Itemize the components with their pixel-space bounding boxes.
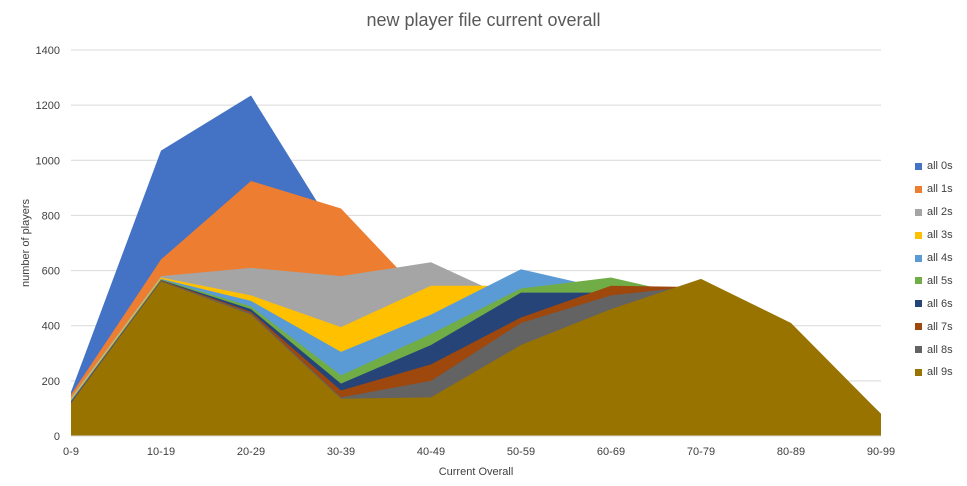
- x-tick-label: 60-69: [597, 446, 625, 458]
- x-tick-label: 10-19: [147, 446, 175, 458]
- y-tick-label: 1200: [36, 100, 60, 112]
- legend-item: all 2s: [915, 201, 953, 224]
- legend-item: all 6s: [915, 292, 953, 315]
- y-tick-label: 200: [42, 376, 60, 388]
- legend-item: all 4s: [915, 247, 953, 270]
- x-tick-label: 20-29: [237, 446, 265, 458]
- legend-label: all 4s: [927, 252, 953, 264]
- legend-item: all 0s: [915, 155, 953, 178]
- series-areas: [71, 95, 881, 436]
- legend-item: all 8s: [915, 338, 953, 361]
- y-tick-label: 0: [54, 431, 60, 443]
- legend-item: all 1s: [915, 178, 953, 201]
- legend: all 0s all 1s all 2s all 3s all 4s all 5s all …: [915, 155, 953, 384]
- legend-swatch: [915, 300, 922, 308]
- y-tick-label: 1000: [36, 155, 60, 167]
- x-tick-label: 90-99: [867, 446, 895, 458]
- chart-title: new player file current overall: [366, 10, 601, 30]
- legend-swatch: [915, 368, 922, 376]
- legend-swatch: [915, 231, 922, 239]
- x-tick-label: 80-89: [777, 446, 805, 458]
- x-tick-label: 30-39: [327, 446, 355, 458]
- legend-swatch: [915, 254, 922, 262]
- x-tick-label: 50-59: [507, 446, 535, 458]
- legend-label: all 0s: [927, 160, 953, 173]
- y-tick-label: 800: [42, 210, 60, 222]
- legend-swatch: [915, 208, 922, 216]
- legend-swatch: [915, 277, 922, 285]
- y-tick-label: 1400: [36, 45, 60, 57]
- x-axis-title: Current Overall: [439, 466, 514, 478]
- x-tick-label: 0-9: [63, 446, 79, 458]
- y-axis-title: number of players: [20, 198, 32, 287]
- legend-swatch: [915, 323, 922, 331]
- legend-label: all 1s: [927, 183, 953, 196]
- legend-label: all 6s: [927, 297, 953, 310]
- legend-item: all 5s: [915, 269, 953, 292]
- legend-label: all 3s: [927, 229, 953, 242]
- legend-label: all 7s: [927, 320, 953, 333]
- legend-swatch: [915, 162, 922, 170]
- axes: 0 200 400 600 800 1000 1200 1400 0-9 10-19 20-29 30…: [36, 45, 896, 458]
- x-tick-label: 70-79: [687, 446, 715, 458]
- legend-label: all 8s: [927, 343, 953, 356]
- x-tick-label: 40-49: [417, 446, 445, 458]
- legend-label: all 9s: [927, 366, 953, 379]
- legend-item: all 9s: [915, 361, 953, 384]
- legend-item: all 3s: [915, 224, 953, 247]
- y-tick-label: 600: [42, 266, 60, 278]
- legend-label: all 5s: [927, 274, 953, 287]
- legend-label: all 2s: [927, 206, 953, 219]
- y-tick-label: 400: [42, 321, 60, 333]
- legend-swatch: [915, 185, 922, 193]
- legend-swatch: [915, 346, 922, 354]
- series-area-all-9s: [71, 278, 881, 436]
- legend-item: all 7s: [915, 315, 953, 338]
